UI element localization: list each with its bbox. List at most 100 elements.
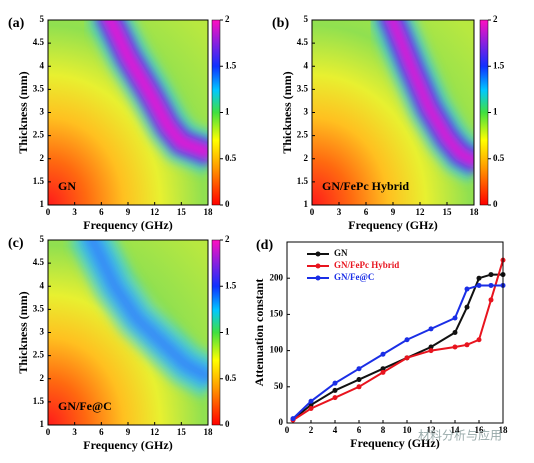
colorbar-tick-label: 1.5 xyxy=(493,60,505,70)
x-tick-label: 15 xyxy=(177,427,187,437)
y-tick-label: 2.5 xyxy=(33,350,45,360)
y-tick-label: 3.5 xyxy=(297,83,309,93)
band-core xyxy=(89,240,208,380)
x-tick-label: 6 xyxy=(364,207,369,217)
y-tick-label: 4.5 xyxy=(33,257,45,267)
series-marker xyxy=(488,272,494,278)
series-marker xyxy=(356,384,362,390)
colorbar-tick-label: 1.5 xyxy=(225,60,237,70)
x-axis-label: Frequency (GHz) xyxy=(83,218,172,232)
x-tick-label: 18 xyxy=(499,425,509,435)
legend-label: GN/Fe@C xyxy=(334,272,374,282)
y-tick-label: 4 xyxy=(304,60,309,70)
band-core xyxy=(101,20,208,162)
x-tick-label: 15 xyxy=(177,207,187,217)
series-marker xyxy=(476,275,482,281)
y-axis-label: Attenuation constant xyxy=(252,279,266,387)
series-marker xyxy=(380,366,386,372)
colorbar-tick-label: 0.5 xyxy=(225,373,237,383)
series-marker xyxy=(380,369,386,375)
x-tick-label: 8 xyxy=(381,425,386,435)
series-marker xyxy=(464,304,470,310)
y-tick-label: 1 xyxy=(40,419,45,429)
contour-map xyxy=(48,20,208,205)
x-tick-label: 4 xyxy=(333,425,338,435)
x-tick-label: 18 xyxy=(204,427,214,437)
x-tick-label: 0 xyxy=(285,425,290,435)
contour-map xyxy=(48,240,208,425)
y-tick-label: 1.5 xyxy=(33,396,45,406)
y-tick-label: 100 xyxy=(270,345,284,355)
series-marker xyxy=(404,355,410,361)
y-tick-label: 3.5 xyxy=(33,303,45,313)
series-marker xyxy=(308,398,314,404)
x-tick-label: 9 xyxy=(126,207,131,217)
panel-label: (c) xyxy=(8,236,24,251)
legend-marker xyxy=(315,263,321,269)
series-marker xyxy=(428,344,434,350)
x-tick-label: 3 xyxy=(72,427,77,437)
x-tick-label: 10 xyxy=(403,425,413,435)
y-axis-label: Thickness (mm) xyxy=(280,71,294,153)
series-marker xyxy=(290,416,296,422)
colorbar-tick-label: 0 xyxy=(225,199,230,209)
series-marker xyxy=(332,380,338,386)
series-marker xyxy=(428,326,434,332)
x-tick-label: 16 xyxy=(475,425,485,435)
series-line xyxy=(292,284,503,420)
x-tick-label: 6 xyxy=(357,425,362,435)
y-tick-label: 1 xyxy=(40,199,45,209)
x-tick-label: 12 xyxy=(427,425,437,435)
y-tick-label: 3 xyxy=(40,327,45,337)
colorbar-tick-label: 2 xyxy=(225,234,230,244)
x-tick-label: 9 xyxy=(126,427,131,437)
y-tick-label: 150 xyxy=(270,308,284,318)
x-tick-label: 6 xyxy=(99,427,104,437)
y-tick-label: 3.5 xyxy=(33,83,45,93)
x-axis-label: Frequency (GHz) xyxy=(350,436,439,450)
legend-label: GN/FePc Hybrid xyxy=(334,260,399,270)
y-tick-label: 50 xyxy=(274,381,284,391)
x-axis-label: Frequency (GHz) xyxy=(348,218,437,232)
series-marker xyxy=(332,387,338,393)
series-marker xyxy=(452,330,458,335)
sample-label: GN/FePc Hybrid xyxy=(322,179,409,193)
series-marker xyxy=(488,297,494,303)
series-marker xyxy=(464,286,470,292)
series-marker xyxy=(428,348,434,354)
series-line xyxy=(292,273,503,421)
y-tick-label: 2.5 xyxy=(33,130,45,140)
x-tick-label: 9 xyxy=(391,207,396,217)
y-tick-label: 5 xyxy=(40,14,45,24)
series-marker xyxy=(404,337,410,343)
x-tick-label: 0 xyxy=(310,207,315,217)
series-marker xyxy=(464,342,470,348)
x-tick-label: 2 xyxy=(309,425,314,435)
y-tick-label: 4.5 xyxy=(33,37,45,47)
colorbar-tick-label: 2 xyxy=(493,14,498,24)
y-tick-label: 5 xyxy=(304,14,309,24)
panel-label: (b) xyxy=(272,16,289,31)
colorbar-tick-label: 1 xyxy=(225,327,230,337)
y-tick-label: 2 xyxy=(304,153,309,163)
x-tick-label: 18 xyxy=(204,207,214,217)
colorbar xyxy=(479,19,489,206)
x-tick-label: 0 xyxy=(46,207,51,217)
watermark: 材料分析与应用 xyxy=(418,428,502,443)
y-tick-label: 4 xyxy=(40,60,45,70)
colorbar-tick-label: 2 xyxy=(225,14,230,24)
colorbar xyxy=(211,19,221,206)
colorbar xyxy=(211,239,221,426)
sample-label: GN/Fe@C xyxy=(58,399,112,413)
series-marker xyxy=(488,282,494,288)
y-tick-label: 3 xyxy=(40,107,45,117)
band-core xyxy=(384,20,474,169)
x-axis-label: Frequency (GHz) xyxy=(83,438,172,452)
series-marker xyxy=(476,282,482,288)
colorbar-tick-label: 1 xyxy=(225,107,230,117)
colorbar-tick-label: 0.5 xyxy=(493,153,505,163)
x-tick-label: 3 xyxy=(337,207,342,217)
x-tick-label: 15 xyxy=(443,207,453,217)
x-tick-label: 12 xyxy=(150,427,160,437)
